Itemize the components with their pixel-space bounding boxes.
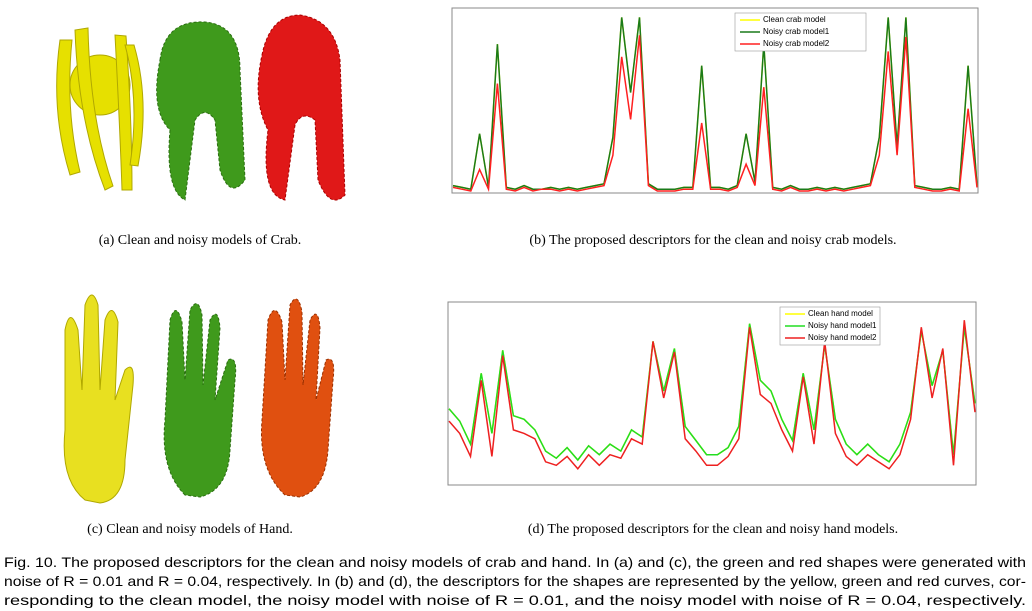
figure-caption: Fig. 10. The proposed descriptors for th…	[4, 554, 1026, 570]
series-line	[452, 35, 978, 193]
legend-label: Clean crab model	[763, 15, 826, 24]
subfigure-caption: (a) Clean and noisy models of Crab.	[99, 233, 302, 248]
figure-caption: noise of R = 0.01 and R = 0.04, respecti…	[4, 573, 1026, 589]
subfigure-caption: (b) The proposed descriptors for the cle…	[529, 233, 896, 248]
legend-label: Clean hand model	[808, 309, 873, 318]
hand-models	[63, 294, 335, 504]
legend-label: Noisy hand model1	[808, 321, 877, 330]
series-line	[448, 320, 976, 470]
series-line	[448, 323, 976, 463]
legend-label: Noisy hand model2	[808, 333, 877, 342]
legend-label: Noisy crab model1	[763, 27, 830, 36]
subfigure-caption: (d) The proposed descriptors for the cle…	[528, 522, 898, 537]
figure-caption: responding to the clean model, the noisy…	[4, 592, 1026, 608]
subfigure-caption: (c) Clean and noisy models of Hand.	[87, 522, 293, 537]
legend-label: Noisy crab model2	[763, 39, 830, 48]
crab-models	[56, 14, 346, 201]
chart-frame	[451, 7, 979, 194]
